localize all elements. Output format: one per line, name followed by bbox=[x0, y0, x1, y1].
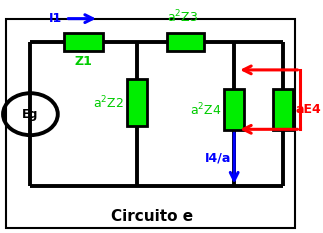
Text: Z1: Z1 bbox=[75, 55, 93, 68]
Text: I4/a: I4/a bbox=[205, 152, 231, 165]
Bar bbox=[64, 33, 103, 51]
Text: I1: I1 bbox=[49, 12, 62, 25]
Text: $\mathsf{a^2Z4}$: $\mathsf{a^2Z4}$ bbox=[190, 101, 221, 118]
Text: $\mathsf{a^2Z2}$: $\mathsf{a^2Z2}$ bbox=[93, 94, 124, 111]
Bar bbox=[224, 89, 244, 130]
Text: aE4: aE4 bbox=[296, 103, 321, 116]
Text: Circuito e: Circuito e bbox=[111, 209, 193, 224]
Text: Eg: Eg bbox=[22, 108, 39, 121]
Bar bbox=[167, 33, 204, 51]
Text: $\mathsf{a^2Z3}$: $\mathsf{a^2Z3}$ bbox=[167, 9, 198, 26]
Bar bbox=[127, 79, 147, 126]
Bar bbox=[273, 89, 293, 130]
